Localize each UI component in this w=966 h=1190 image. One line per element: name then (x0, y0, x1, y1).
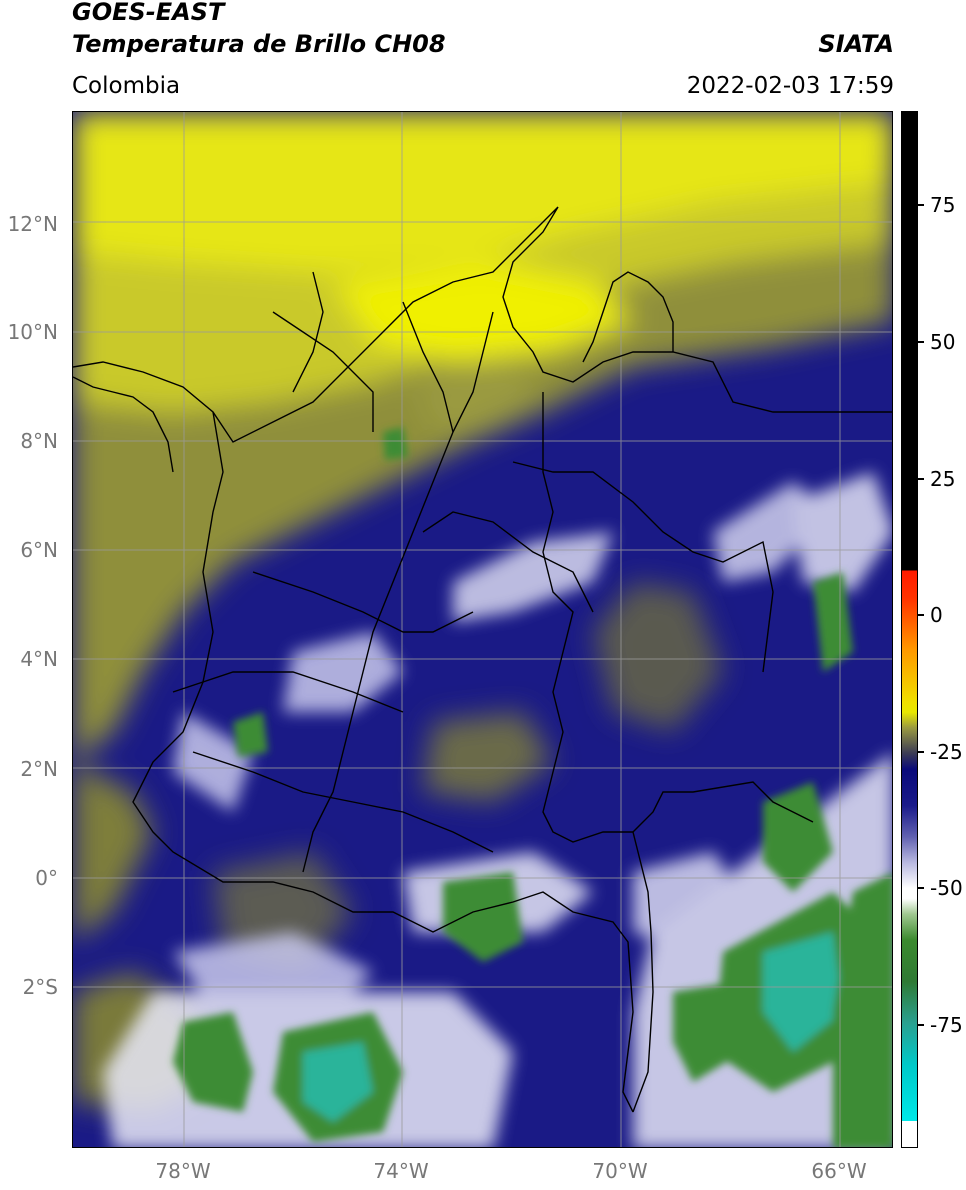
colorbar-tick (918, 614, 924, 616)
colorbar-label-25: 25 (930, 467, 956, 491)
temperature-colorbar (901, 111, 918, 1148)
colorbar-label-neg50: -50 (930, 876, 963, 900)
lat-label-2s: 2°S (22, 975, 58, 999)
lat-label-10n: 10°N (7, 320, 58, 344)
lat-label-2n: 2°N (20, 757, 58, 781)
satellite-title: GOES-EAST (72, 0, 225, 26)
colorbar-label-0: 0 (930, 603, 943, 627)
colorbar-tick (918, 1024, 924, 1026)
cold-cloud-tops (173, 427, 892, 1147)
colorbar-label-neg75: -75 (930, 1013, 963, 1037)
colorbar-tick (918, 478, 924, 480)
lat-label-6n: 6°N (20, 538, 58, 562)
lat-label-4n: 4°N (20, 647, 58, 671)
colorbar-label-50: 50 (930, 330, 956, 354)
dry-air-region (73, 112, 892, 1112)
colorbar-tick (918, 751, 924, 753)
colorbar-tick (918, 341, 924, 343)
colorbar-tick (918, 204, 924, 206)
product-title: Temperatura de Brillo CH08 (72, 30, 446, 58)
timestamp-label: 2022-02-03 17:59 (686, 73, 894, 99)
lon-label-66w: 66°W (811, 1159, 867, 1183)
graticule (73, 112, 892, 1147)
colorbar-label-75: 75 (930, 193, 956, 217)
brand-label: SIATA (818, 30, 894, 58)
satellite-map (72, 111, 893, 1148)
country-borders (73, 206, 892, 1113)
lat-label-0: 0° (35, 866, 58, 890)
colorbar-label-neg25: -25 (930, 740, 963, 764)
lon-label-74w: 74°W (373, 1159, 429, 1183)
brightness-temperature-image (73, 112, 892, 1147)
region-label: Colombia (72, 73, 181, 99)
lat-label-12n: 12°N (7, 212, 58, 236)
lat-label-8n: 8°N (20, 429, 58, 453)
lon-label-70w: 70°W (592, 1159, 648, 1183)
colorbar-tick (918, 887, 924, 889)
lon-label-78w: 78°W (155, 1159, 211, 1183)
